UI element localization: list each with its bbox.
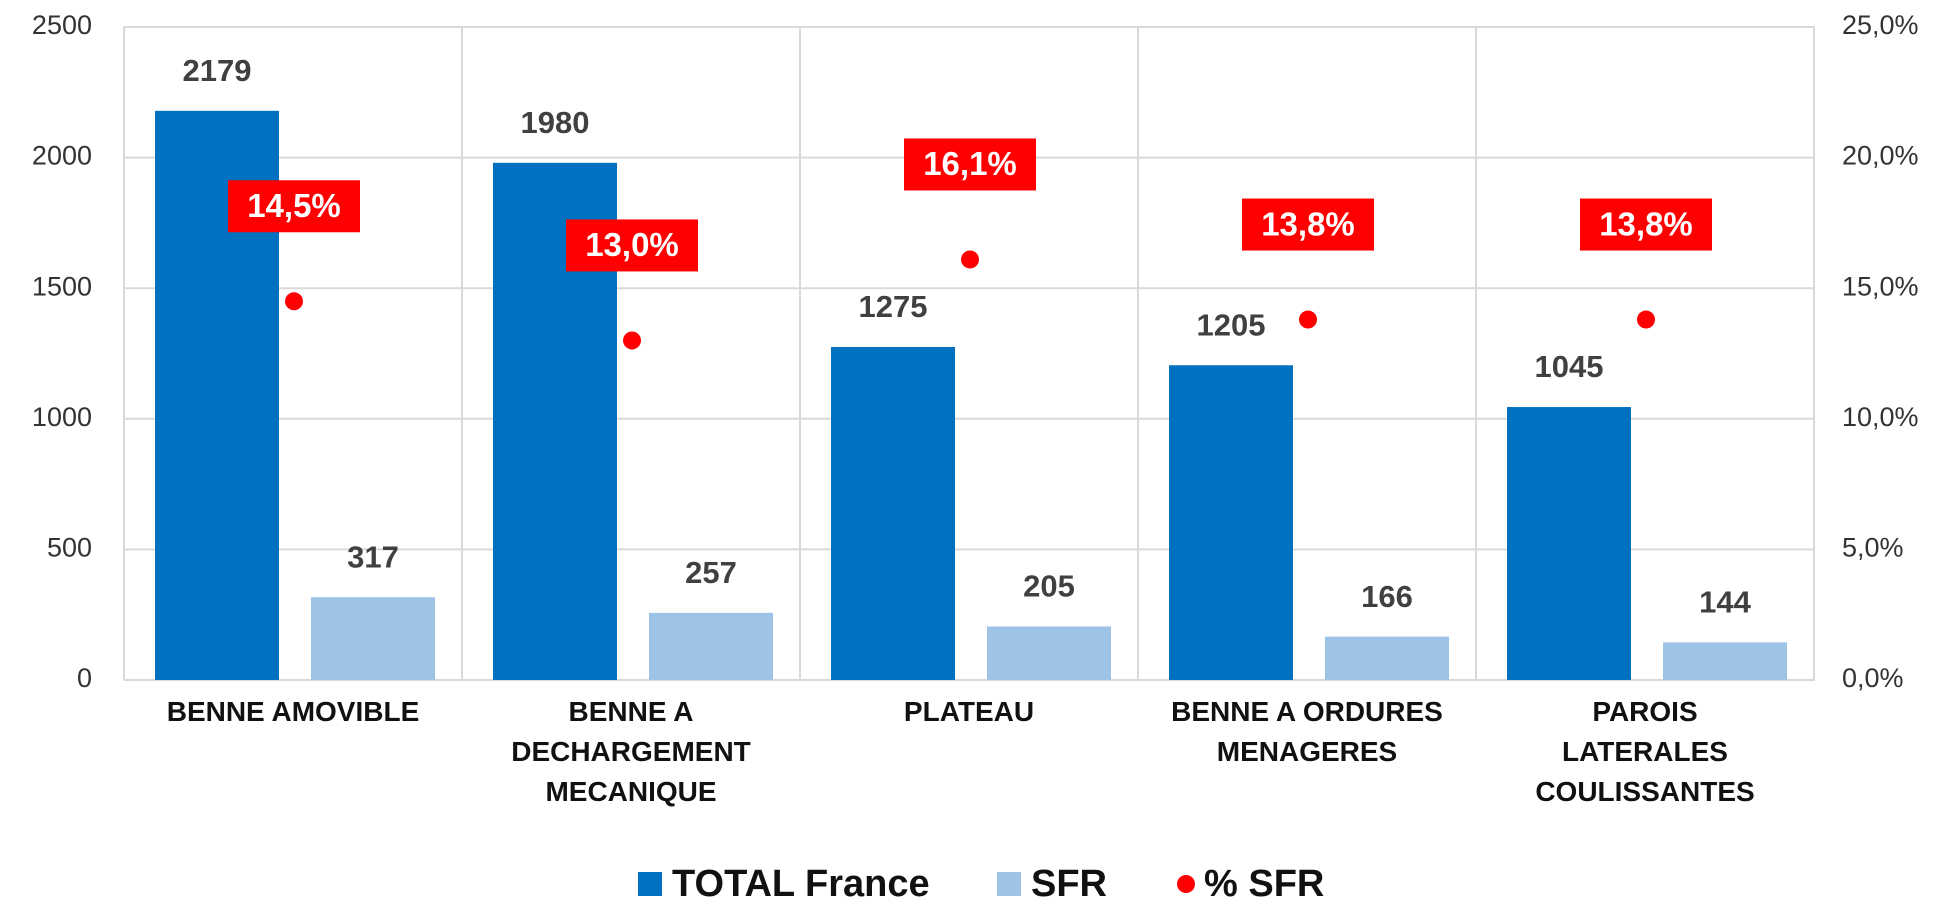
y-tick-label: 0 (77, 663, 92, 693)
y-tick-label: 2500 (32, 10, 92, 40)
x-tick-label: BENNE A ORDURES MENAGERES (1171, 696, 1443, 767)
bar (987, 626, 1111, 680)
y-tick-label: 500 (47, 533, 92, 563)
data-label: 16,1% (923, 145, 1017, 182)
y2-tick-label: 5,0% (1842, 533, 1904, 563)
data-label-box (904, 138, 1036, 191)
legend-swatch (997, 872, 1021, 896)
data-label: 166 (1361, 579, 1413, 614)
bar (311, 597, 435, 680)
point (1637, 310, 1655, 329)
bar (1507, 407, 1631, 680)
data-label: 1980 (521, 105, 590, 140)
data-label: 1205 (1197, 307, 1266, 342)
bar (1325, 636, 1449, 680)
data-label-box (1580, 198, 1712, 251)
bar (1663, 642, 1787, 680)
legend-swatch (638, 872, 662, 896)
x-tick-label: PLATEAU (903, 696, 1035, 727)
x-tick-label: BENNE AMOVIBLE (166, 696, 420, 727)
data-label: 317 (347, 539, 399, 574)
data-label-box (228, 180, 360, 233)
data-label: 257 (685, 555, 737, 590)
y2-tick-label: 15,0% (1842, 271, 1919, 301)
y2-tick-label: 25,0% (1842, 10, 1919, 40)
x-tick-label: BENNE A DECHARGEMENT MECANIQUE (511, 696, 751, 807)
y-tick-label: 1000 (32, 402, 92, 432)
legend-swatch (1177, 875, 1195, 893)
legend-label: SFR (1031, 863, 1107, 903)
bar (649, 612, 773, 680)
y2-tick-label: 0,0% (1842, 663, 1904, 693)
data-label: 1275 (859, 289, 928, 324)
data-label: 13,8% (1599, 205, 1693, 242)
data-label: 14,5% (247, 187, 341, 224)
x-tick-label: PAROIS LATERALES COULISSANTES (1535, 696, 1755, 807)
legend-label: TOTAL France (672, 863, 930, 903)
point (623, 331, 641, 350)
data-label: 1045 (1535, 349, 1604, 384)
bar (831, 346, 955, 680)
data-label: 13,8% (1261, 205, 1355, 242)
y-tick-label: 1500 (32, 271, 92, 301)
bar (1169, 365, 1293, 680)
point (285, 292, 303, 311)
data-label: 144 (1699, 585, 1751, 620)
y2-tick-label: 10,0% (1842, 402, 1919, 432)
point (961, 250, 979, 269)
data-label-box (566, 219, 698, 272)
data-label: 2179 (183, 53, 252, 88)
y-tick-label: 2000 (32, 141, 92, 171)
legend-label: % SFR (1204, 863, 1324, 903)
y2-tick-label: 20,0% (1842, 141, 1919, 171)
data-label: 205 (1023, 569, 1075, 604)
point (1299, 310, 1317, 329)
data-label: 13,0% (585, 226, 679, 263)
data-label-box (1242, 198, 1374, 251)
